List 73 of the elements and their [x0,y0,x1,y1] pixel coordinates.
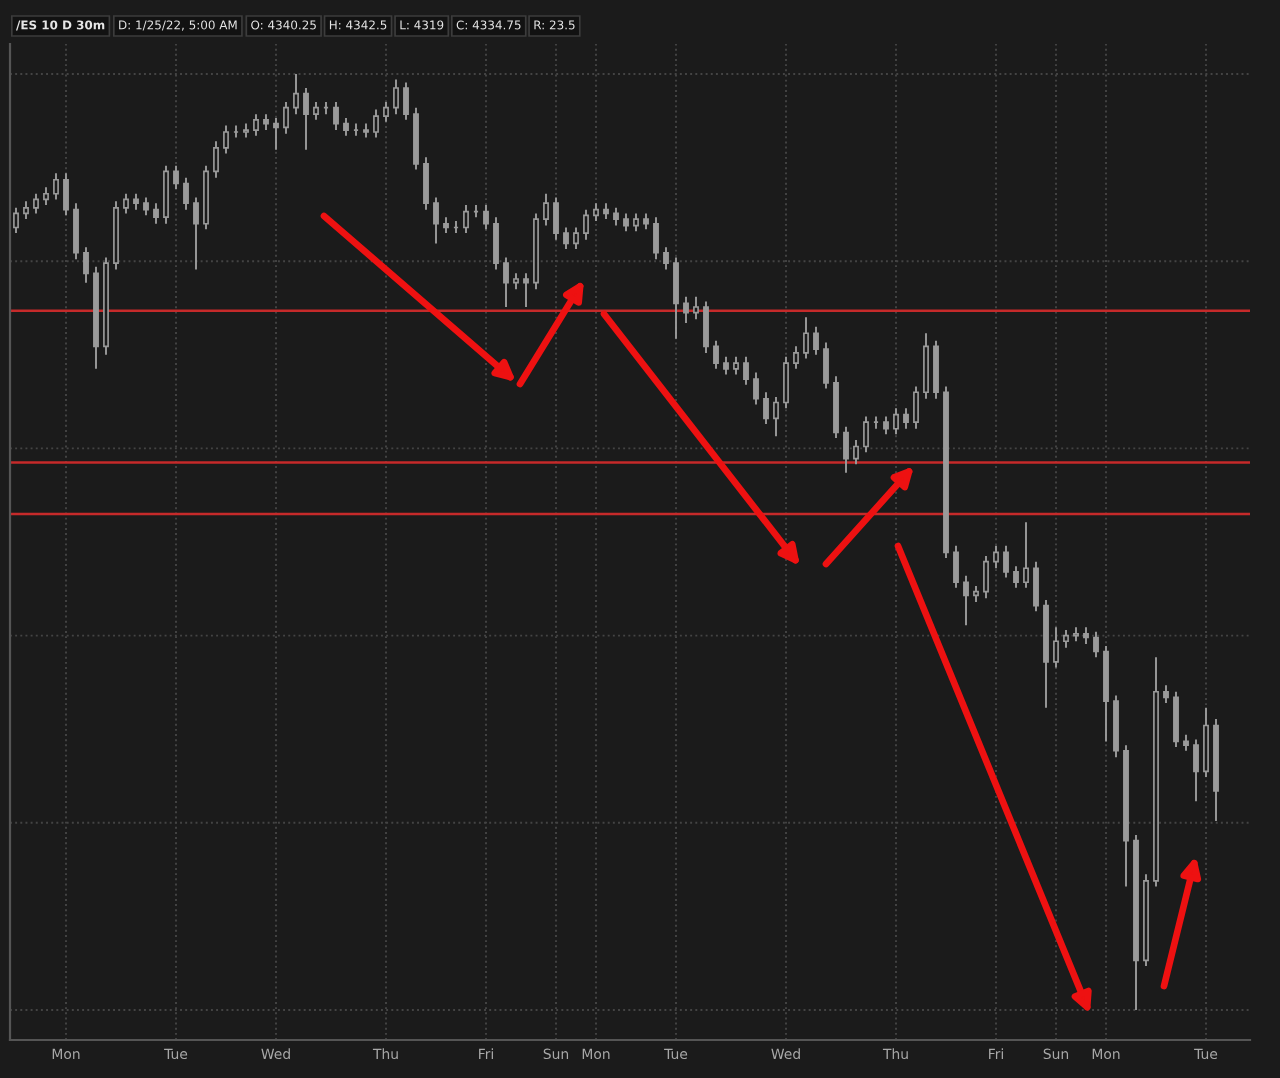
candlestick [803,316,809,360]
candlestick [433,196,439,245]
candlestick [53,172,59,201]
candlestick [813,325,819,356]
candlestick [303,87,309,151]
candlestick [1013,565,1019,589]
candlestick [283,101,289,135]
candlestick [683,295,689,324]
candlestick [893,407,899,436]
candlestick [693,295,699,321]
candlestick [573,226,579,250]
candlestick [383,101,389,123]
candlestick [253,113,259,137]
candlestick [753,371,759,406]
candlestick [663,246,669,271]
candlestick [793,345,799,370]
candlestick [193,196,199,271]
candlestick [213,140,219,179]
candlestick [523,272,529,309]
candlestick [403,81,409,121]
candlestick [373,108,379,139]
candlestick [73,202,79,261]
candlestick [903,407,909,430]
candlestick [923,332,929,400]
candlestick [1093,630,1099,659]
candlestick [183,176,189,211]
candlestick [13,206,19,235]
candlestick [583,208,589,241]
candlestick [933,339,939,400]
candlestick [783,355,789,410]
candlestick [273,116,279,151]
candlestick [853,439,859,466]
candlestick [993,544,999,570]
candlestick [953,544,959,589]
candlestick [773,395,779,438]
candlestick [983,555,989,600]
candlestick [463,204,469,235]
candlestick [823,341,829,390]
candlestick [653,216,659,261]
candlestick [63,172,69,217]
candlestick [563,226,569,250]
candlestick [553,196,559,241]
candlestick [1193,738,1199,803]
candlestick [503,256,509,309]
candlestick [673,256,679,340]
candlestick [713,339,719,370]
candlestick [153,202,159,225]
candlestick [293,72,299,116]
candlestick [173,164,179,191]
candlestick [703,300,709,354]
candlestick [763,391,769,426]
candlestick [83,246,89,284]
candlestick [963,574,969,627]
candlestick [913,385,919,430]
candlestick [393,78,399,116]
candlestick [483,204,489,231]
candlestick [1003,544,1009,579]
candlestick [33,192,39,215]
candlestick [493,216,499,271]
candlestick [223,124,229,155]
candlestick [543,192,549,227]
candlestick [1203,706,1209,778]
candlestick [123,192,129,215]
candlestick [163,164,169,225]
candlestick [423,156,429,211]
candlestick [1023,521,1029,589]
candlestick [1033,560,1039,613]
candlestick [843,425,849,474]
candlestick [333,101,339,132]
candlestick [863,415,869,454]
candlestick [743,355,749,386]
candlestick [1173,690,1179,748]
candlestick [1053,626,1059,669]
